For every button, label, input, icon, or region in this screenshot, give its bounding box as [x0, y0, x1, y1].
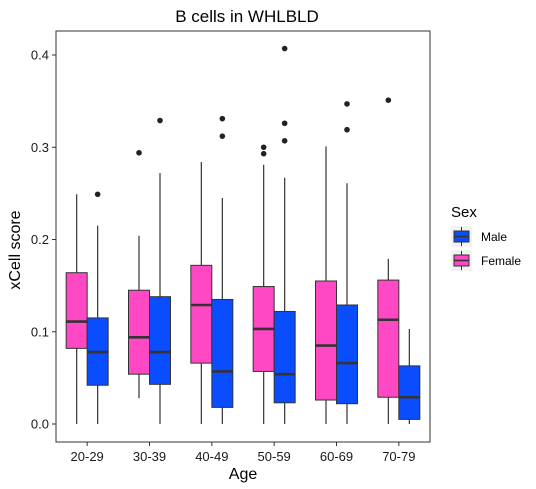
plot-panel: [55, 30, 431, 443]
box-male-20-29: [86, 191, 109, 424]
outlier-point: [385, 97, 392, 104]
y-tick-label: 0.0: [31, 417, 49, 432]
outlier-point: [344, 126, 350, 133]
box-body: [65, 272, 88, 349]
box-body: [315, 280, 337, 401]
box-female-50-59: [252, 144, 275, 424]
x-tick-label: 20-29: [71, 449, 104, 464]
box-male-30-39: [149, 117, 171, 424]
box-male-60-69: [336, 101, 358, 424]
box-body: [377, 279, 400, 398]
outlier-point: [281, 45, 288, 52]
box-body: [128, 289, 150, 375]
chart-marks: [65, 45, 421, 424]
x-tick-label: 70-79: [382, 449, 415, 464]
y-tick-label: 0.3: [31, 140, 49, 155]
x-axis-title: Age: [229, 466, 258, 483]
box-body: [149, 296, 171, 385]
box-body: [398, 365, 421, 420]
outlier-point: [157, 117, 163, 124]
outlier-point: [219, 115, 226, 122]
box-body: [273, 310, 296, 404]
box-female-60-69: [315, 146, 337, 424]
legend-title: Sex: [451, 204, 477, 221]
y-axis: 0.0 0.1 0.2 0.3 0.4: [31, 48, 56, 432]
y-tick-label: 0.2: [31, 232, 49, 247]
x-tick-label: 40-49: [195, 449, 228, 464]
x-tick-label: 60-69: [320, 449, 353, 464]
box-male-70-79: [398, 328, 421, 424]
legend-entries: Male Female: [451, 226, 521, 271]
outlier-point: [219, 133, 226, 139]
box-female-40-49: [190, 162, 213, 424]
box-male-40-49: [211, 115, 234, 424]
x-tick-label: 50-59: [258, 449, 291, 464]
outlier-point: [260, 144, 267, 151]
legend: Sex Male Female: [451, 204, 521, 271]
box-body: [336, 304, 358, 405]
legend-entry-female: Female: [451, 250, 521, 271]
x-axis: 20-29 30-39 40-49 50-59 60-69 70-79: [71, 442, 415, 464]
legend-label: Female: [481, 254, 521, 268]
chart-title: B cells in WHLBLD: [175, 7, 319, 26]
outlier-point: [260, 150, 267, 157]
box-body: [190, 264, 213, 364]
y-tick-label: 0.1: [31, 324, 49, 339]
box-female-70-79: [377, 97, 400, 424]
y-axis-title: xCell score: [7, 210, 24, 289]
outlier-point: [136, 149, 142, 156]
box-female-20-29: [65, 194, 88, 424]
legend-entry-male: Male: [451, 226, 507, 247]
box-body: [211, 298, 234, 408]
outlier-point: [344, 101, 350, 107]
y-tick-label: 0.4: [31, 48, 49, 63]
outlier-point: [281, 137, 288, 144]
x-tick-label: 30-39: [133, 449, 166, 464]
box-male-50-59: [273, 45, 296, 424]
legend-label: Male: [481, 230, 507, 244]
outlier-point: [94, 191, 101, 198]
outlier-point: [281, 120, 288, 127]
